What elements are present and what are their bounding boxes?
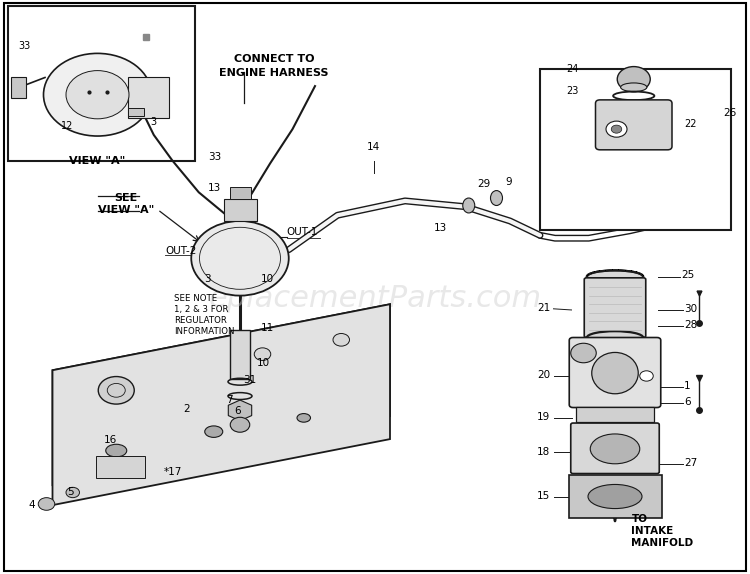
Text: OUT-1: OUT-1 bbox=[286, 227, 318, 237]
Text: 12: 12 bbox=[62, 121, 74, 130]
Text: 14: 14 bbox=[367, 142, 380, 152]
Text: SEE
VIEW "A": SEE VIEW "A" bbox=[98, 192, 154, 215]
Text: VIEW "A": VIEW "A" bbox=[69, 156, 125, 166]
Circle shape bbox=[333, 333, 350, 346]
Bar bbox=[128, 108, 144, 116]
Bar bbox=[576, 407, 654, 422]
Text: 13: 13 bbox=[208, 183, 221, 192]
Text: 15: 15 bbox=[537, 491, 550, 501]
Text: eplacementParts.com: eplacementParts.com bbox=[209, 284, 542, 313]
Circle shape bbox=[617, 67, 650, 92]
Bar bbox=[96, 456, 145, 478]
Polygon shape bbox=[53, 304, 390, 505]
Text: 3: 3 bbox=[204, 274, 211, 284]
Polygon shape bbox=[228, 400, 252, 421]
Text: 29: 29 bbox=[477, 179, 490, 188]
Text: 1: 1 bbox=[684, 381, 691, 391]
FancyBboxPatch shape bbox=[596, 100, 672, 150]
Circle shape bbox=[66, 71, 129, 119]
Ellipse shape bbox=[490, 191, 502, 205]
Text: 2: 2 bbox=[183, 404, 190, 414]
Ellipse shape bbox=[106, 444, 127, 457]
Text: *17: *17 bbox=[164, 467, 182, 477]
Text: 28: 28 bbox=[684, 320, 698, 330]
Ellipse shape bbox=[586, 331, 643, 344]
Circle shape bbox=[571, 343, 596, 363]
Circle shape bbox=[98, 377, 134, 404]
Bar bbox=[230, 330, 250, 379]
Text: 21: 21 bbox=[537, 303, 550, 313]
FancyBboxPatch shape bbox=[540, 69, 731, 230]
FancyBboxPatch shape bbox=[569, 338, 661, 408]
FancyBboxPatch shape bbox=[584, 278, 646, 338]
Text: 10: 10 bbox=[256, 358, 270, 368]
Ellipse shape bbox=[586, 270, 643, 283]
Text: 16: 16 bbox=[104, 435, 117, 445]
Circle shape bbox=[44, 53, 152, 136]
Text: 25: 25 bbox=[681, 270, 694, 280]
Text: 6: 6 bbox=[684, 397, 691, 407]
Text: OUT-2: OUT-2 bbox=[165, 246, 196, 255]
Text: 24: 24 bbox=[567, 64, 579, 73]
Text: 31: 31 bbox=[243, 375, 256, 385]
Circle shape bbox=[254, 348, 271, 360]
Bar bbox=[128, 77, 169, 118]
Bar bbox=[568, 475, 662, 518]
Ellipse shape bbox=[297, 413, 310, 422]
Ellipse shape bbox=[621, 83, 646, 91]
Polygon shape bbox=[53, 304, 390, 485]
Text: 33: 33 bbox=[208, 152, 221, 161]
Ellipse shape bbox=[205, 426, 223, 437]
Circle shape bbox=[640, 371, 653, 381]
Text: 27: 27 bbox=[684, 458, 698, 468]
Text: 22: 22 bbox=[684, 119, 697, 129]
Ellipse shape bbox=[463, 198, 475, 213]
Text: 13: 13 bbox=[433, 223, 447, 232]
Circle shape bbox=[606, 121, 627, 137]
Circle shape bbox=[66, 487, 80, 498]
Text: 4: 4 bbox=[28, 500, 35, 510]
Text: 20: 20 bbox=[537, 370, 550, 379]
Circle shape bbox=[191, 221, 289, 296]
Text: SEE NOTE
1, 2 & 3 FOR
REGULATOR
INFORMATION: SEE NOTE 1, 2 & 3 FOR REGULATOR INFORMAT… bbox=[174, 294, 235, 336]
Text: 26: 26 bbox=[723, 108, 736, 118]
Circle shape bbox=[38, 498, 55, 510]
Text: 6: 6 bbox=[234, 406, 241, 416]
Bar bbox=[224, 199, 256, 221]
FancyBboxPatch shape bbox=[8, 6, 195, 161]
FancyBboxPatch shape bbox=[571, 423, 659, 474]
Text: 11: 11 bbox=[261, 323, 274, 332]
Text: 7: 7 bbox=[226, 395, 233, 405]
Text: TO
INTAKE
MANIFOLD: TO INTAKE MANIFOLD bbox=[632, 514, 694, 548]
Circle shape bbox=[230, 417, 250, 432]
Text: 18: 18 bbox=[537, 447, 550, 456]
Text: 5: 5 bbox=[68, 487, 74, 497]
Text: CONNECT TO
ENGINE HARNESS: CONNECT TO ENGINE HARNESS bbox=[219, 55, 328, 77]
Ellipse shape bbox=[590, 434, 640, 464]
Text: 30: 30 bbox=[684, 304, 698, 313]
Text: 33: 33 bbox=[18, 41, 30, 51]
Text: 3: 3 bbox=[151, 117, 157, 127]
Bar bbox=[230, 187, 251, 199]
Text: 19: 19 bbox=[537, 412, 550, 422]
Ellipse shape bbox=[588, 484, 642, 509]
Bar bbox=[11, 77, 26, 98]
Ellipse shape bbox=[592, 352, 638, 394]
Text: 9: 9 bbox=[506, 177, 512, 187]
Circle shape bbox=[611, 125, 622, 133]
Text: 10: 10 bbox=[261, 274, 274, 284]
Text: 23: 23 bbox=[567, 86, 579, 96]
